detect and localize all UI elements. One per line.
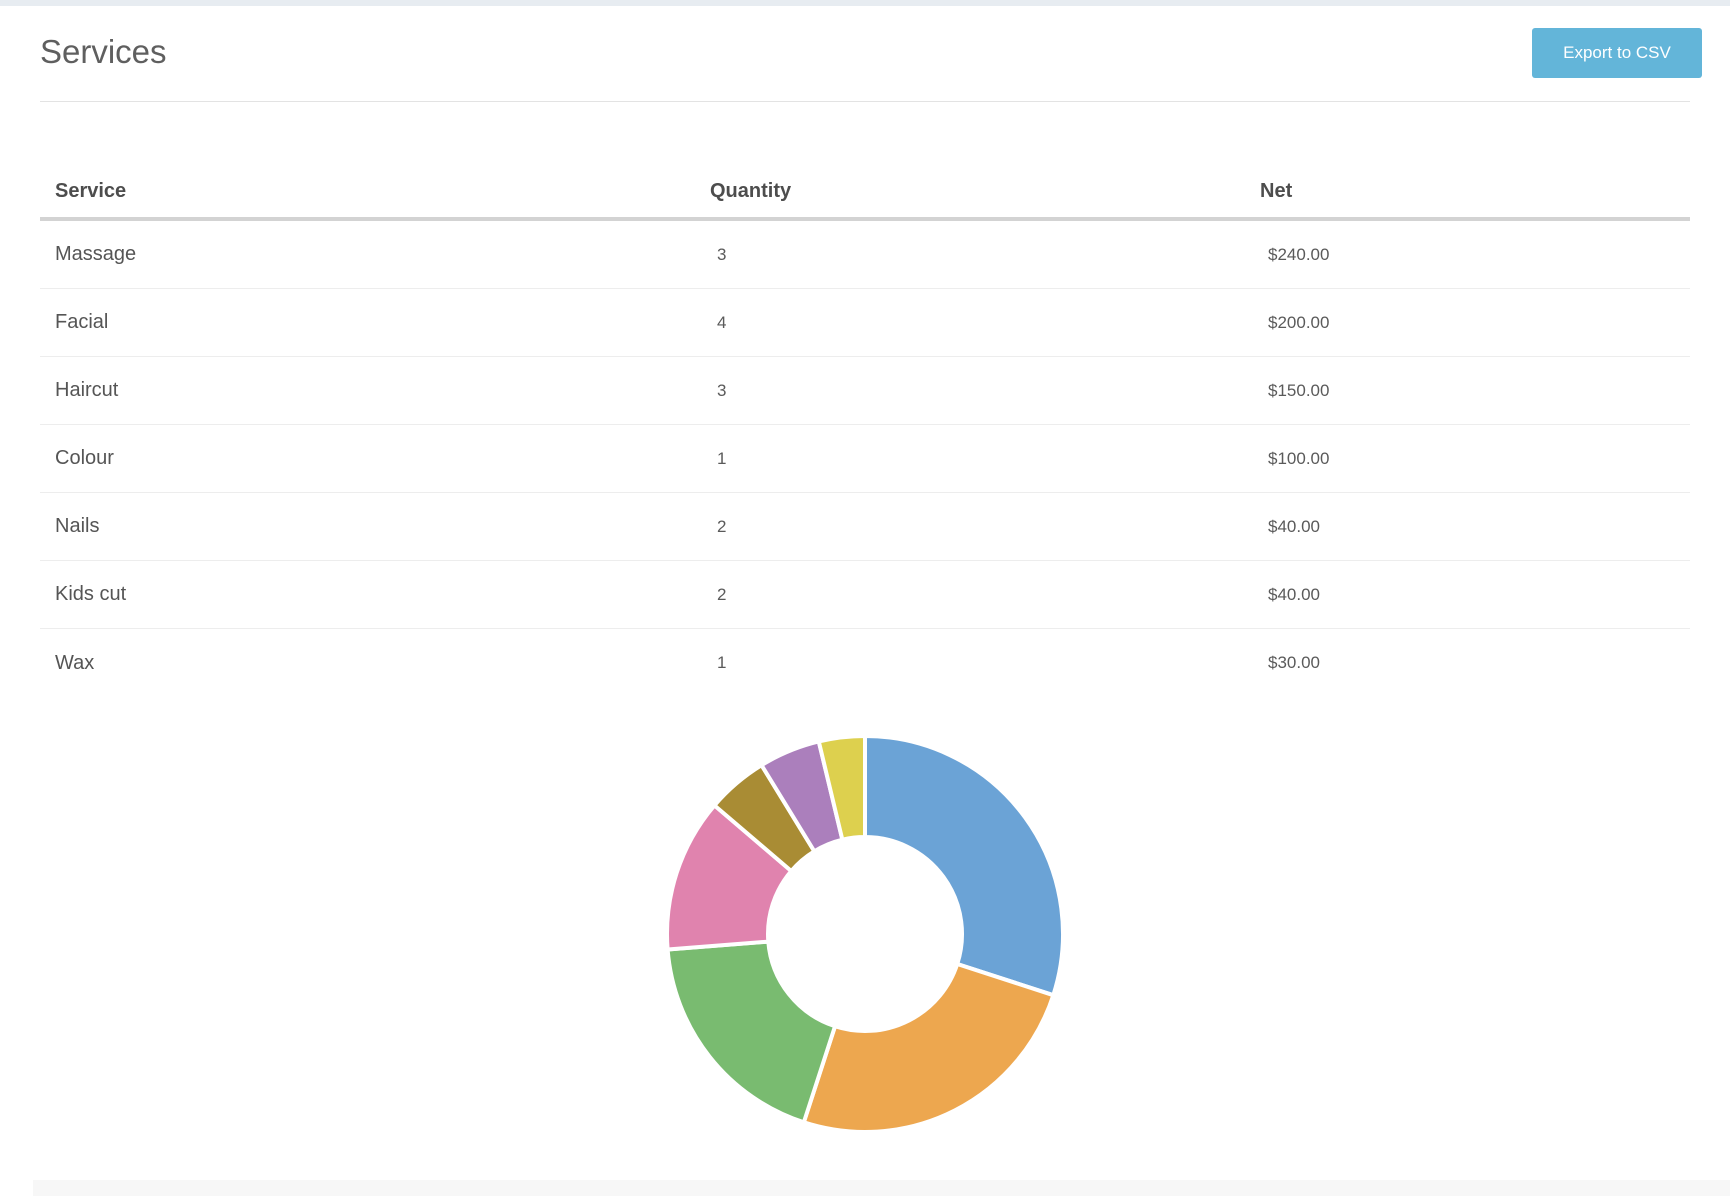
- table-header-row: Service Quantity Net: [40, 102, 1690, 221]
- table-row: Wax 1 $30.00: [40, 629, 1690, 697]
- service-cell: Haircut: [55, 379, 119, 401]
- net-cell: $40.00: [1268, 584, 1320, 604]
- quantity-cell: 1: [717, 653, 727, 672]
- service-cell: Facial: [55, 311, 109, 333]
- donut-chart: [665, 734, 1065, 1134]
- net-cell: $240.00: [1268, 244, 1330, 264]
- table-row: Facial 4 $200.00: [40, 289, 1690, 357]
- quantity-cell: 2: [717, 516, 727, 536]
- table-body: Massage 3 $240.00 Facial 4 $200.00 Haircut 3 $15…: [40, 221, 1690, 697]
- column-header-service: Service: [55, 180, 127, 202]
- page-title: Services: [40, 33, 167, 70]
- service-cell: Wax: [55, 651, 95, 674]
- net-cell: $150.00: [1268, 380, 1330, 400]
- quantity-cell: 2: [717, 584, 727, 604]
- page-header: Services Export to CSV: [40, 6, 1702, 102]
- table-row: Massage 3 $240.00: [40, 221, 1690, 289]
- net-cell: $100.00: [1268, 448, 1330, 468]
- table-row: Colour 1 $100.00: [40, 425, 1690, 493]
- net-cell: $200.00: [1268, 312, 1330, 332]
- horizontal-scrollbar-track[interactable]: [33, 1180, 1730, 1196]
- service-cell: Kids cut: [55, 583, 127, 605]
- table-row: Nails 2 $40.00: [40, 493, 1690, 561]
- table-row: Kids cut 2 $40.00: [40, 561, 1690, 629]
- export-csv-button[interactable]: Export to CSV: [1532, 28, 1702, 78]
- service-cell: Nails: [55, 515, 100, 537]
- column-header-quantity: Quantity: [710, 180, 792, 202]
- service-cell: Colour: [55, 447, 114, 469]
- quantity-cell: 3: [717, 380, 727, 400]
- table-row: Haircut 3 $150.00: [40, 357, 1690, 425]
- donut-slice-haircut[interactable]: [665, 939, 838, 1125]
- chart-area: [0, 734, 1730, 1134]
- donut-slice-wax[interactable]: [816, 734, 867, 842]
- service-cell: Massage: [55, 243, 137, 265]
- net-cell: $40.00: [1268, 516, 1320, 536]
- top-accent-strip: [0, 0, 1730, 6]
- services-table: Service Quantity Net Massage 3 $240.00 Faci…: [40, 102, 1690, 697]
- quantity-cell: 1: [717, 448, 727, 468]
- net-cell: $30.00: [1268, 653, 1320, 672]
- quantity-cell: 3: [717, 244, 727, 264]
- donut-slice-massage[interactable]: [863, 734, 1065, 998]
- donut-slice-facial[interactable]: [801, 961, 1056, 1134]
- column-header-net: Net: [1260, 180, 1293, 202]
- quantity-cell: 4: [717, 312, 727, 332]
